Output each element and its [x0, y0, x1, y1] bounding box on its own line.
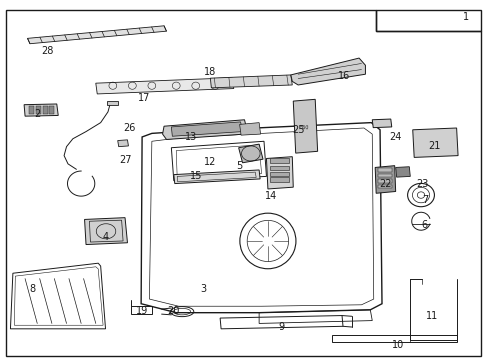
Text: 16: 16 — [338, 71, 350, 81]
Text: 20: 20 — [167, 306, 180, 316]
Text: 25: 25 — [291, 125, 304, 135]
Text: 9: 9 — [278, 322, 284, 332]
Polygon shape — [173, 170, 260, 184]
Polygon shape — [412, 128, 457, 157]
Bar — [29, 107, 34, 114]
Text: 21: 21 — [427, 141, 440, 151]
Polygon shape — [84, 218, 127, 244]
Bar — [377, 185, 391, 188]
Bar — [270, 177, 288, 182]
Text: 13: 13 — [184, 132, 197, 142]
Text: 7: 7 — [421, 195, 427, 205]
Text: 24: 24 — [388, 132, 401, 142]
Polygon shape — [374, 166, 395, 193]
Bar — [42, 107, 47, 114]
Polygon shape — [371, 119, 391, 128]
Text: 14: 14 — [264, 191, 277, 201]
Text: 12: 12 — [204, 157, 216, 167]
Bar — [331, 335, 456, 342]
Text: 1: 1 — [462, 12, 468, 22]
Text: 22: 22 — [379, 179, 391, 189]
Text: 11: 11 — [425, 311, 437, 321]
Polygon shape — [293, 99, 317, 153]
Polygon shape — [96, 78, 233, 94]
Bar — [49, 107, 54, 114]
Bar — [270, 172, 288, 176]
Polygon shape — [27, 26, 166, 44]
Text: 28: 28 — [41, 46, 53, 56]
Bar — [270, 166, 288, 170]
Text: 26: 26 — [123, 123, 136, 133]
Polygon shape — [24, 104, 58, 116]
Bar — [377, 179, 391, 183]
Text: 15: 15 — [189, 171, 202, 181]
Polygon shape — [239, 123, 260, 135]
Text: 2: 2 — [34, 109, 41, 119]
Text: 19: 19 — [136, 306, 148, 316]
Bar — [377, 168, 391, 172]
Bar — [270, 158, 288, 163]
Polygon shape — [395, 167, 409, 177]
Polygon shape — [118, 140, 128, 147]
Polygon shape — [210, 75, 292, 88]
Bar — [377, 174, 391, 177]
Text: 18: 18 — [204, 67, 216, 77]
Polygon shape — [290, 58, 365, 85]
Text: 23: 23 — [415, 179, 428, 189]
Text: 6: 6 — [421, 220, 427, 230]
Text: 4: 4 — [102, 232, 108, 242]
Text: 8: 8 — [29, 284, 35, 294]
Bar — [36, 107, 41, 114]
Polygon shape — [107, 101, 118, 105]
Text: 17: 17 — [138, 93, 150, 103]
Text: 27: 27 — [119, 155, 131, 165]
Polygon shape — [162, 120, 246, 139]
Polygon shape — [238, 144, 263, 163]
Text: 3: 3 — [200, 284, 206, 294]
Polygon shape — [266, 157, 293, 189]
Polygon shape — [171, 122, 242, 136]
Text: 560: 560 — [299, 125, 308, 131]
Text: 5: 5 — [236, 161, 242, 171]
Text: 10: 10 — [391, 340, 404, 350]
